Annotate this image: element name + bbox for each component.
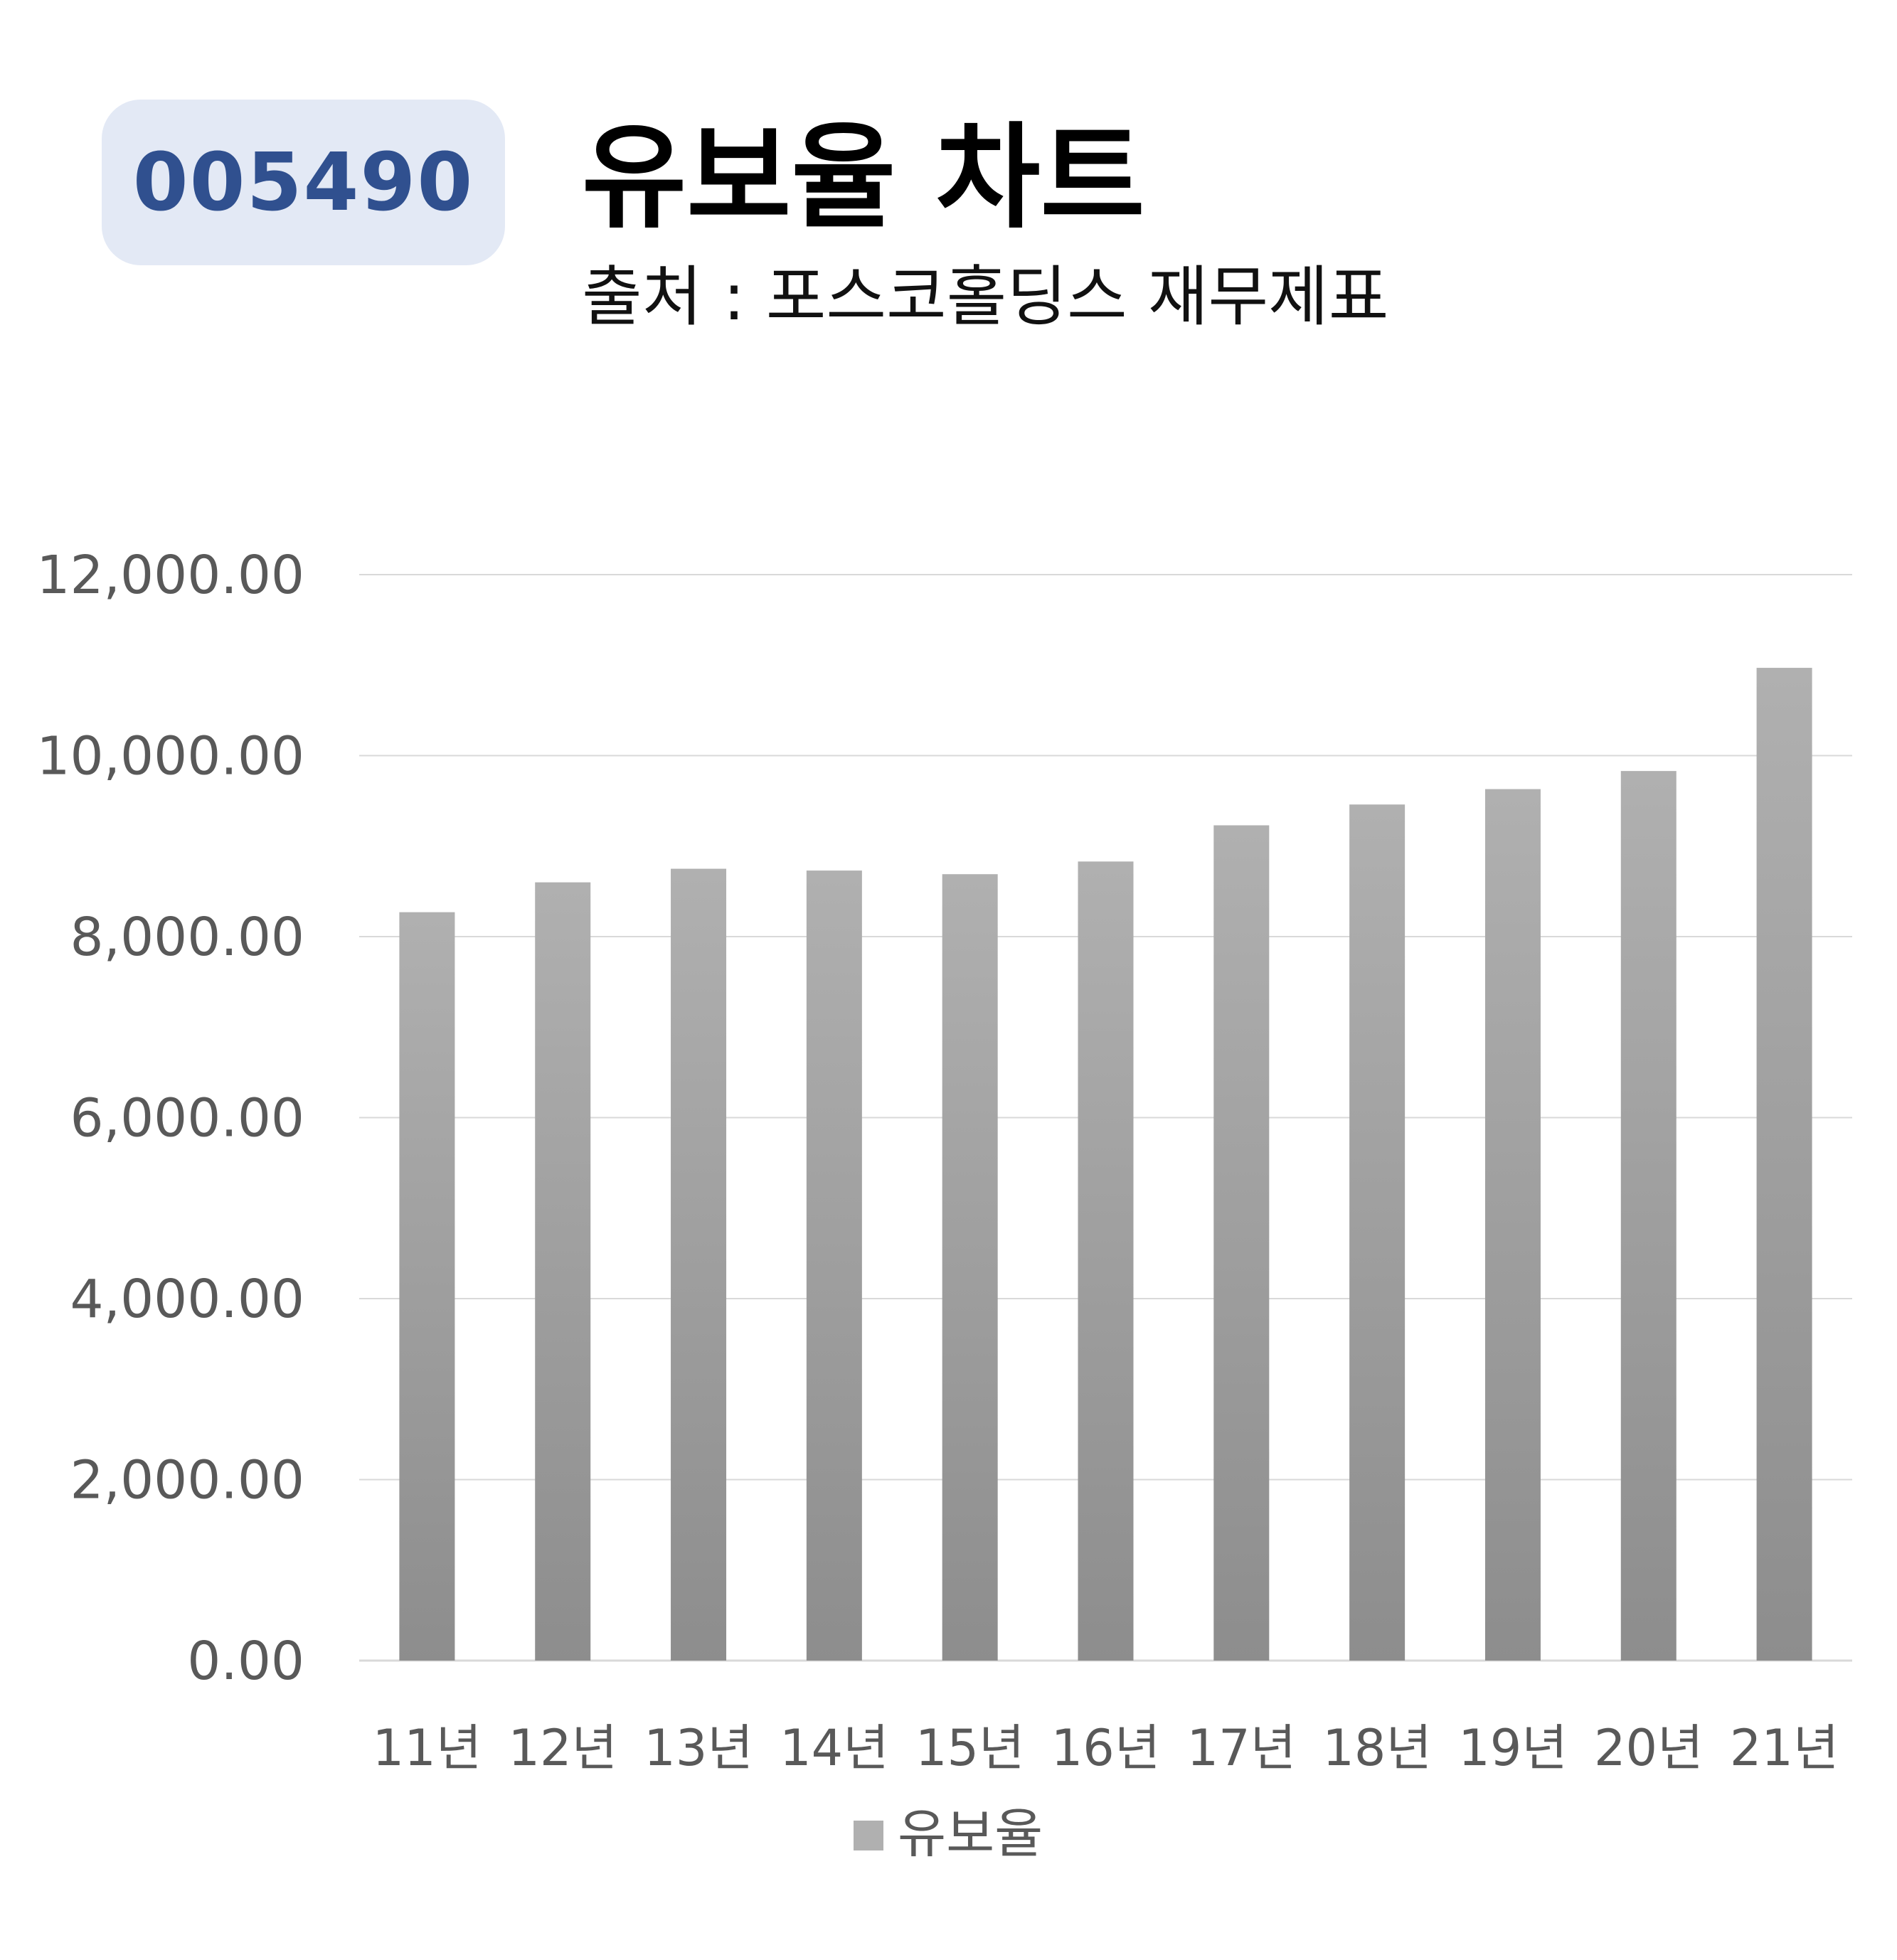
ticker-code: 005490 <box>132 136 474 229</box>
x-axis-categories: 11년 12년 13년 14년 15년 16년 17년 18년 19년 20년 21년 <box>373 1719 1839 1777</box>
chart-title: 유보율 차트 <box>582 111 1145 244</box>
chart-subtitle: 출처 : 포스코홀딩스 재무제표 <box>582 259 1389 335</box>
bar <box>806 870 862 1661</box>
x-category-label: 14년 <box>780 1719 888 1777</box>
legend: 유보율 <box>854 1804 1043 1865</box>
x-category-label: 19년 <box>1458 1719 1567 1777</box>
y-tick-label: 0.00 <box>187 1631 304 1692</box>
x-category-label: 15년 <box>915 1719 1024 1777</box>
ticker-badge: 005490 <box>102 100 505 265</box>
y-tick-label: 4,000.00 <box>70 1269 304 1330</box>
x-category-label: 16년 <box>1051 1719 1160 1777</box>
bar <box>399 912 455 1661</box>
y-axis-ticks: 12,000.00 10,000.00 8,000.00 6,000.00 4,000.… <box>36 545 304 1692</box>
y-tick-label: 2,000.00 <box>70 1450 304 1511</box>
x-category-label: 17년 <box>1187 1719 1296 1777</box>
x-category-label: 20년 <box>1594 1719 1703 1777</box>
bar <box>1620 771 1677 1661</box>
bar <box>535 882 591 1661</box>
y-tick-label: 10,000.00 <box>36 726 304 787</box>
bar <box>1349 804 1406 1661</box>
x-category-label: 13년 <box>644 1719 753 1777</box>
bar <box>1484 789 1541 1661</box>
legend-swatch <box>854 1821 883 1850</box>
y-tick-label: 6,000.00 <box>70 1088 304 1149</box>
y-tick-label: 8,000.00 <box>70 907 304 968</box>
bar <box>942 874 998 1661</box>
bar <box>1078 861 1134 1661</box>
x-category-label: 11년 <box>373 1719 482 1777</box>
bar <box>1756 668 1812 1661</box>
x-category-label: 21년 <box>1730 1719 1839 1777</box>
bar <box>1213 825 1270 1661</box>
x-category-label: 12년 <box>508 1719 617 1777</box>
x-category-label: 18년 <box>1322 1719 1431 1777</box>
bars <box>399 668 1812 1661</box>
legend-label: 유보율 <box>898 1804 1043 1865</box>
y-tick-label: 12,000.00 <box>36 545 304 606</box>
bar <box>671 868 727 1661</box>
